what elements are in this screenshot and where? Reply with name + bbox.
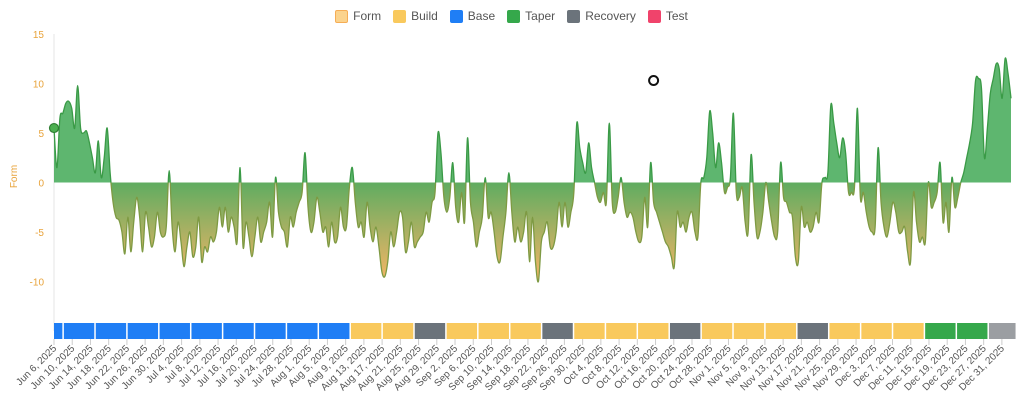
legend-item-form[interactable]: Form (335, 9, 381, 23)
legend-swatch-taper (507, 9, 521, 23)
legend-item-build[interactable]: Build (393, 9, 438, 23)
y-tick-label: -10 (30, 278, 45, 289)
legend-item-test[interactable]: Test (647, 9, 688, 23)
y-tick-label: 10 (33, 80, 45, 91)
phase-block-recovery (669, 323, 702, 339)
y-tick-label: 5 (38, 129, 44, 140)
legend-swatch-base (449, 9, 463, 23)
negative-form-line (110, 182, 962, 283)
current-form-marker (48, 122, 60, 134)
chart-legend: Form Build Base Taper Recovery Test (0, 9, 1023, 23)
phase-block-base (54, 323, 351, 339)
legend-item-base[interactable]: Base (449, 9, 496, 23)
legend-label: Build (411, 9, 438, 23)
positive-form-line (53, 57, 1012, 183)
legend-item-taper[interactable]: Taper (507, 9, 555, 23)
legend-label: Taper (525, 9, 556, 23)
phase-block-recovery (988, 323, 1016, 339)
phase-block-recovery (541, 323, 574, 339)
legend-swatch-recovery (567, 9, 581, 23)
phase-block-build (445, 323, 542, 339)
legend-label: Form (353, 9, 382, 23)
legend-swatch-form (335, 9, 349, 23)
y-tick-label: -5 (35, 228, 44, 239)
legend-swatch-build (393, 9, 407, 23)
phase-block-recovery (796, 323, 829, 339)
race-day-marker (648, 75, 660, 87)
phase-block-recovery (414, 323, 446, 339)
phase-block-build (573, 323, 670, 339)
positive-form-area (54, 57, 1011, 183)
y-tick-label: 0 (38, 179, 44, 190)
legend-swatch-test (647, 9, 661, 23)
negative-form-area (54, 182, 1011, 283)
legend-label: Base (467, 9, 496, 23)
legend-item-recovery[interactable]: Recovery (567, 9, 636, 23)
legend-label: Recovery (585, 9, 636, 23)
y-tick-label: 15 (33, 30, 45, 41)
phase-block-build (828, 323, 925, 339)
legend-label: Test (665, 9, 688, 23)
phase-block-build (701, 323, 797, 339)
y-axis-title: Form (9, 165, 20, 188)
